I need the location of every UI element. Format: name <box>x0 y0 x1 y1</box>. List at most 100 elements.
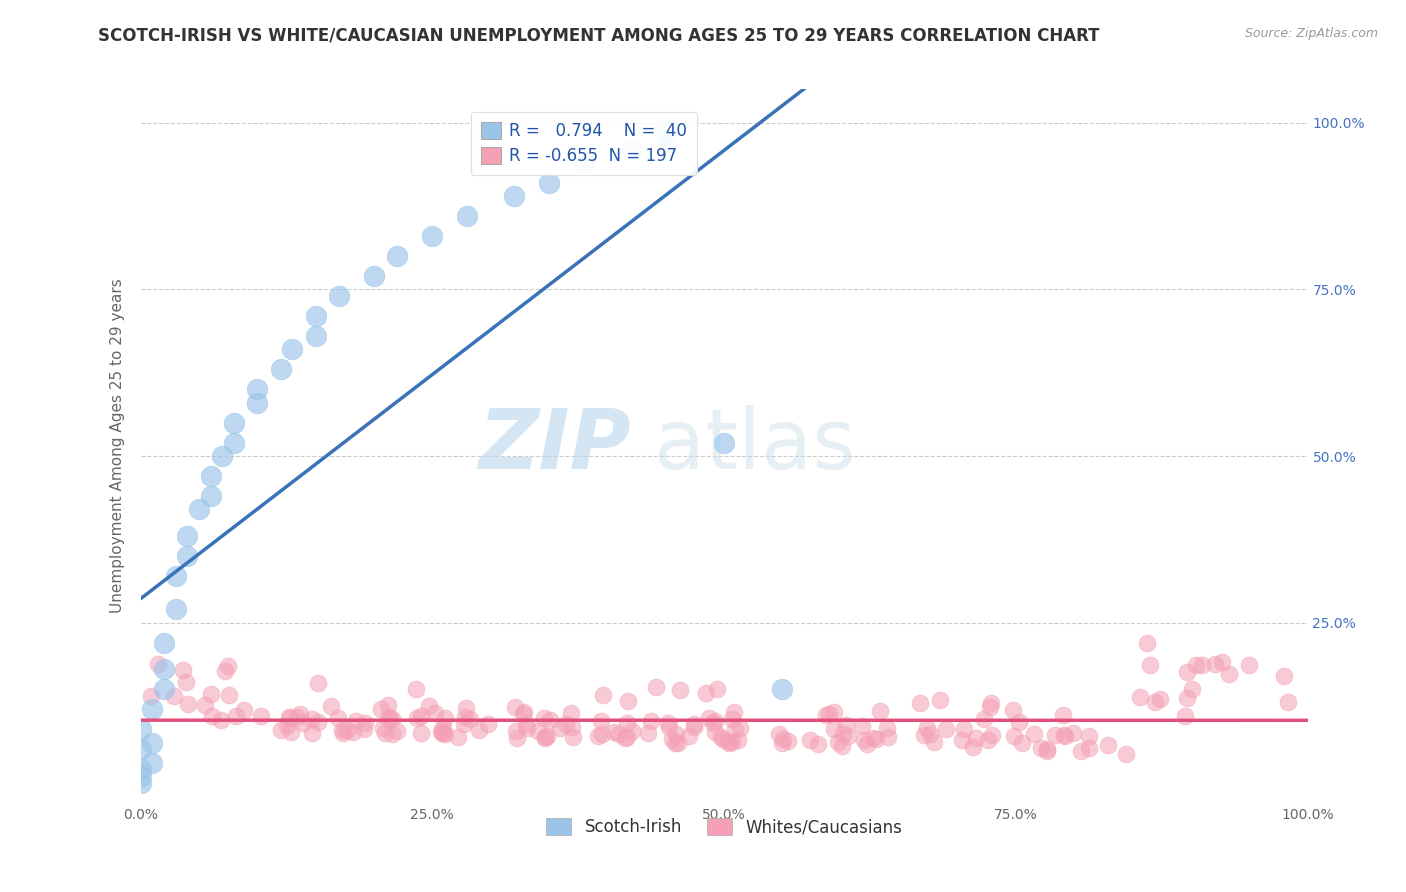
Point <box>669 683 692 698</box>
Point <box>1008 714 1031 729</box>
Point <box>1191 658 1213 673</box>
Point <box>1053 728 1076 742</box>
Point <box>1277 695 1299 709</box>
Point <box>1011 736 1033 750</box>
Point <box>616 730 638 744</box>
Point <box>657 715 679 730</box>
Point <box>977 733 1000 747</box>
Point <box>1043 728 1066 742</box>
Point <box>378 709 401 723</box>
Point <box>1211 655 1233 669</box>
Point <box>865 732 887 747</box>
Point <box>278 711 301 725</box>
Point <box>935 722 957 736</box>
Point <box>682 720 704 734</box>
Point <box>823 705 845 719</box>
Point <box>831 739 853 753</box>
Point <box>370 702 392 716</box>
Text: atlas: atlas <box>654 406 856 486</box>
Point <box>129 763 152 777</box>
Point <box>536 730 558 744</box>
Point <box>1024 727 1046 741</box>
Point <box>1031 740 1053 755</box>
Point <box>276 719 298 733</box>
Point <box>637 725 659 739</box>
Text: SCOTCH-IRISH VS WHITE/CAUCASIAN UNEMPLOYMENT AMONG AGES 25 TO 29 YEARS CORRELATI: SCOTCH-IRISH VS WHITE/CAUCASIAN UNEMPLOY… <box>98 27 1099 45</box>
Point <box>721 735 744 749</box>
Point <box>468 723 491 738</box>
Point <box>1054 729 1077 743</box>
Point <box>1063 726 1085 740</box>
Point <box>697 711 720 725</box>
Point <box>305 329 328 343</box>
Point <box>876 722 898 736</box>
Point <box>1077 741 1099 756</box>
Point <box>772 682 794 697</box>
Point <box>222 416 245 430</box>
Point <box>1036 741 1059 756</box>
Point <box>1052 707 1074 722</box>
Point <box>176 549 198 563</box>
Point <box>432 722 454 736</box>
Point <box>920 727 942 741</box>
Point <box>1175 665 1198 679</box>
Point <box>194 698 217 712</box>
Point <box>129 769 152 783</box>
Point <box>717 734 740 748</box>
Point <box>377 712 399 726</box>
Point <box>706 682 728 697</box>
Point <box>141 736 163 750</box>
Point <box>538 713 561 727</box>
Point <box>513 706 536 720</box>
Point <box>772 731 794 746</box>
Point <box>665 727 688 741</box>
Point <box>645 680 668 694</box>
Point <box>711 731 734 746</box>
Point <box>603 725 626 739</box>
Text: Source: ZipAtlas.com: Source: ZipAtlas.com <box>1244 27 1378 40</box>
Point <box>588 729 610 743</box>
Point <box>869 704 891 718</box>
Point <box>912 728 935 742</box>
Point <box>319 699 342 714</box>
Point <box>713 435 735 450</box>
Point <box>434 727 457 741</box>
Point <box>328 289 350 303</box>
Point <box>141 702 163 716</box>
Point <box>201 708 224 723</box>
Point <box>1218 666 1240 681</box>
Point <box>664 736 686 750</box>
Point <box>406 711 429 725</box>
Point <box>233 702 256 716</box>
Point <box>703 725 725 739</box>
Point <box>778 733 800 747</box>
Point <box>1002 729 1025 743</box>
Point <box>591 726 613 740</box>
Point <box>655 136 678 150</box>
Point <box>288 707 311 722</box>
Point <box>250 709 273 723</box>
Point <box>330 723 353 737</box>
Point <box>458 712 481 726</box>
Point <box>176 529 198 543</box>
Point <box>380 727 402 741</box>
Point <box>211 449 233 463</box>
Point <box>305 309 328 323</box>
Point <box>172 663 194 677</box>
Point <box>409 708 432 723</box>
Point <box>877 730 900 744</box>
Point <box>342 725 364 739</box>
Point <box>616 715 638 730</box>
Point <box>225 709 247 723</box>
Point <box>307 676 329 690</box>
Point <box>1001 703 1024 717</box>
Point <box>425 706 447 721</box>
Point <box>1115 747 1137 762</box>
Point <box>1181 682 1204 697</box>
Point <box>432 726 454 740</box>
Point <box>222 435 245 450</box>
Point <box>962 739 984 754</box>
Point <box>862 731 884 745</box>
Point <box>373 721 395 735</box>
Y-axis label: Unemployment Among Ages 25 to 29 years: Unemployment Among Ages 25 to 29 years <box>110 278 125 614</box>
